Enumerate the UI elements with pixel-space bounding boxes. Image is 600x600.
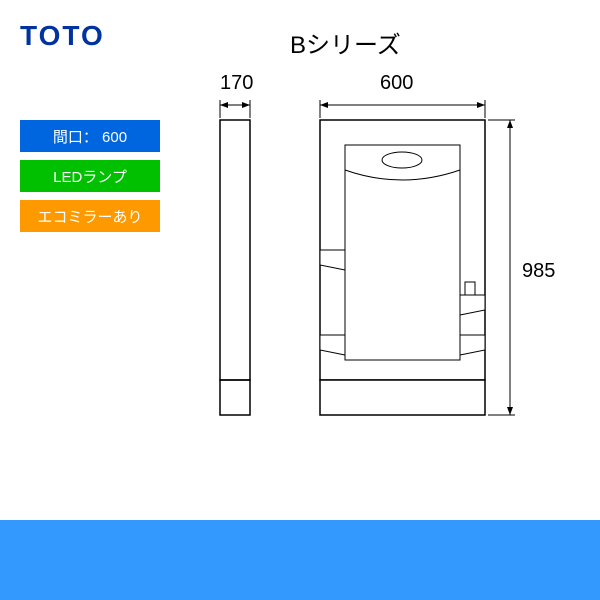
technical-diagram: 170 600 985 (200, 70, 580, 450)
badge-label: LEDランプ (53, 166, 127, 187)
dim-width: 600 (380, 72, 413, 95)
dim-height: 985 (522, 260, 555, 283)
bottom-bar (0, 520, 600, 600)
side-view (220, 100, 250, 415)
badge-eco: エコミラーあり (20, 200, 160, 232)
series-title: Bシリーズ (290, 25, 401, 60)
badge-label: エコミラーあり (37, 206, 142, 227)
front-view (320, 100, 515, 415)
badge-led: LEDランプ (20, 160, 160, 192)
badge-width: 間口： 600 (20, 120, 160, 152)
badge-label: 間口： 600 (53, 126, 127, 147)
dim-depth: 170 (220, 72, 253, 95)
brand-logo: TOTO (20, 20, 105, 52)
